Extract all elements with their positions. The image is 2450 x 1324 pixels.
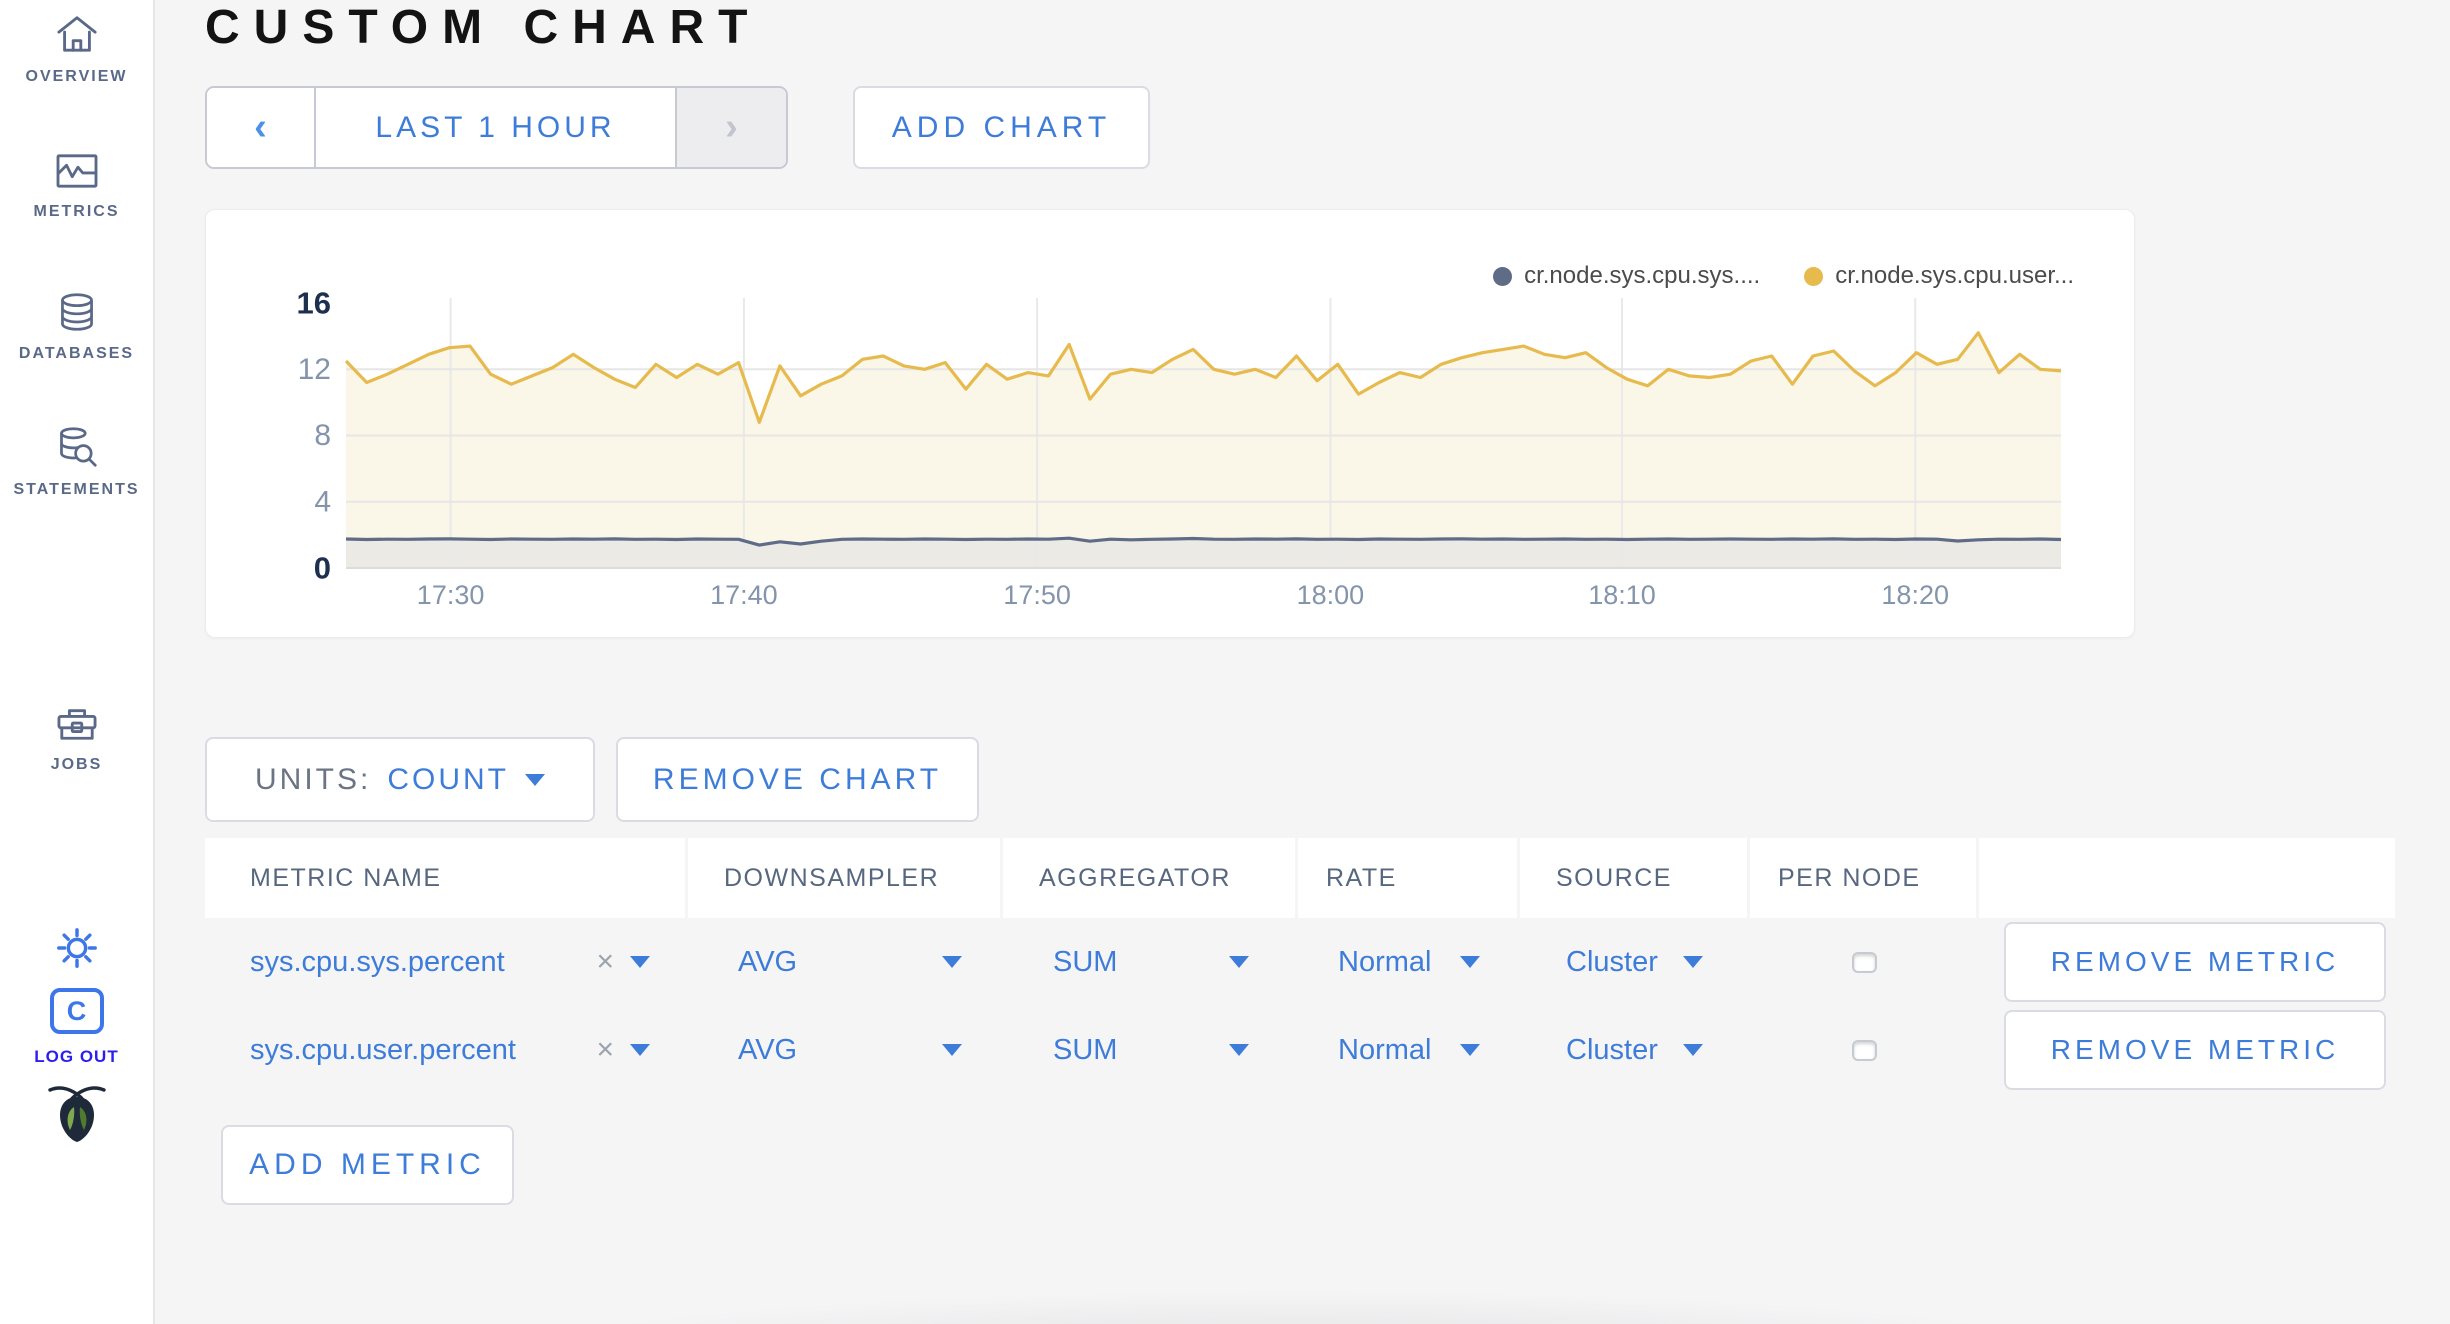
sidebar-item-databases[interactable]: DATABASES [0,292,153,363]
svg-text:18:00: 18:00 [1297,580,1365,610]
remove-metric-button[interactable]: REMOVE METRIC [2004,922,2386,1002]
logout-button[interactable]: C LOG OUT [0,988,153,1067]
timeseries-chart: 0 4 8 12 16 17:30 17:40 17:50 18:00 18:10 18:20 [297,286,2062,610]
svg-text:16: 16 [297,286,331,321]
sidebar: OVERVIEW METRICS DATABASES [0,0,155,1324]
sidebar-item-label: OVERVIEW [25,68,128,85]
units-value: COUNT [387,762,509,796]
add-chart-button[interactable]: ADD CHART [853,86,1150,169]
svg-text:18:10: 18:10 [1588,580,1656,610]
chevron-down-icon[interactable] [1229,956,1249,968]
remove-chart-button[interactable]: REMOVE CHART [616,737,979,822]
table-row: sys.cpu.sys.percent × AVG SUM Normal Clu… [205,918,2395,1006]
metrics-table: METRIC NAME DOWNSAMPLER AGGREGATOR RATE … [205,838,2395,1094]
database-icon [55,292,99,332]
per-node-checkbox[interactable] [1852,1039,1877,1061]
briefcase-icon [54,705,100,743]
chevron-down-icon[interactable] [630,1044,650,1056]
statements-search-icon [55,426,99,468]
units-label: UNITS: [255,762,372,796]
clear-metric-icon[interactable]: × [596,945,614,978]
column-header: METRIC NAME [205,838,688,918]
chevron-down-icon[interactable] [1229,1044,1249,1056]
units-dropdown[interactable]: UNITS: COUNT [205,737,595,822]
chevron-down-icon[interactable] [1683,956,1703,968]
column-header: DOWNSAMPLER [688,838,1003,918]
metric-name-value[interactable]: sys.cpu.sys.percent [250,945,505,978]
rate-value[interactable]: Normal [1338,945,1432,978]
column-header: AGGREGATOR [1003,838,1298,918]
settings-button[interactable] [0,925,153,971]
logout-label: LOG OUT [34,1047,119,1066]
sidebar-item-jobs[interactable]: JOBS [0,705,153,774]
add-metric-button[interactable]: ADD METRIC [221,1125,514,1205]
svg-text:8: 8 [314,419,331,452]
rate-value[interactable]: Normal [1338,1033,1432,1066]
column-header: RATE [1298,838,1520,918]
chevron-down-icon[interactable] [1460,956,1480,968]
chart-legend: cr.node.sys.cpu.sys.... cr.node.sys.cpu.… [1493,262,2074,290]
legend-item-sys[interactable]: cr.node.sys.cpu.sys.... [1493,262,1760,290]
sidebar-item-label: DATABASES [18,345,135,362]
sidebar-item-label: METRICS [33,203,120,220]
column-header: PER NODE [1750,838,1979,918]
aggregator-value[interactable]: SUM [1053,1033,1118,1066]
chart-card: 0 4 8 12 16 17:30 17:40 17:50 18:00 18:10 18:20 cr… [205,209,2135,638]
page-title: CUSTOM CHART [205,1,762,54]
sidebar-item-label: STATEMENTS [13,481,140,498]
per-node-checkbox[interactable] [1852,951,1877,973]
table-row: sys.cpu.user.percent × AVG SUM Normal Cl… [205,1006,2395,1094]
cockroach-c-icon: C [49,988,104,1034]
chevron-down-icon[interactable] [1460,1044,1480,1056]
svg-text:17:50: 17:50 [1003,580,1071,610]
svg-text:0: 0 [314,551,331,586]
sidebar-item-label: JOBS [50,756,103,773]
table-header-row: METRIC NAME DOWNSAMPLER AGGREGATOR RATE … [205,838,2395,918]
chevron-down-icon [525,773,545,786]
time-range-label[interactable]: LAST 1 HOUR [375,110,616,144]
svg-text:12: 12 [298,353,331,386]
legend-dot-user [1804,266,1824,286]
time-range-prev-button[interactable]: ‹ [207,88,316,167]
sidebar-item-overview[interactable]: OVERVIEW [0,13,153,86]
sidebar-item-statements[interactable]: STATEMENTS [0,426,153,499]
downsampler-value[interactable]: AVG [738,945,798,978]
time-range-next-button[interactable]: › [675,88,786,167]
chevron-down-icon[interactable] [942,1044,962,1056]
legend-label: cr.node.sys.cpu.sys.... [1524,262,1761,289]
metrics-chart-icon [54,152,100,190]
source-value[interactable]: Cluster [1566,1033,1658,1066]
legend-label: cr.node.sys.cpu.user... [1835,262,2074,289]
remove-metric-button[interactable]: REMOVE METRIC [2004,1010,2386,1090]
time-range-selector: ‹ LAST 1 HOUR › [205,86,788,169]
gear-icon [54,925,100,971]
aggregator-value[interactable]: SUM [1053,945,1118,978]
chevron-down-icon[interactable] [942,956,962,968]
svg-text:4: 4 [314,485,331,518]
clear-metric-icon[interactable]: × [596,1033,614,1066]
legend-dot-sys [1493,266,1513,286]
sidebar-item-metrics[interactable]: METRICS [0,152,153,221]
svg-text:17:40: 17:40 [710,580,778,610]
legend-item-user[interactable]: cr.node.sys.cpu.user... [1804,262,2074,290]
chevron-down-icon[interactable] [1683,1044,1703,1056]
scroll-shadow [520,1292,2080,1324]
chevron-down-icon[interactable] [630,956,650,968]
svg-text:17:30: 17:30 [417,580,485,610]
home-icon [54,13,100,55]
cockroach-logo [0,1082,153,1144]
downsampler-value[interactable]: AVG [738,1033,798,1066]
column-header [1979,838,2395,918]
svg-text:18:20: 18:20 [1881,580,1949,610]
cockroach-bug-icon [44,1082,110,1144]
column-header: SOURCE [1520,838,1750,918]
metric-name-value[interactable]: sys.cpu.user.percent [250,1033,516,1066]
source-value[interactable]: Cluster [1566,945,1658,978]
